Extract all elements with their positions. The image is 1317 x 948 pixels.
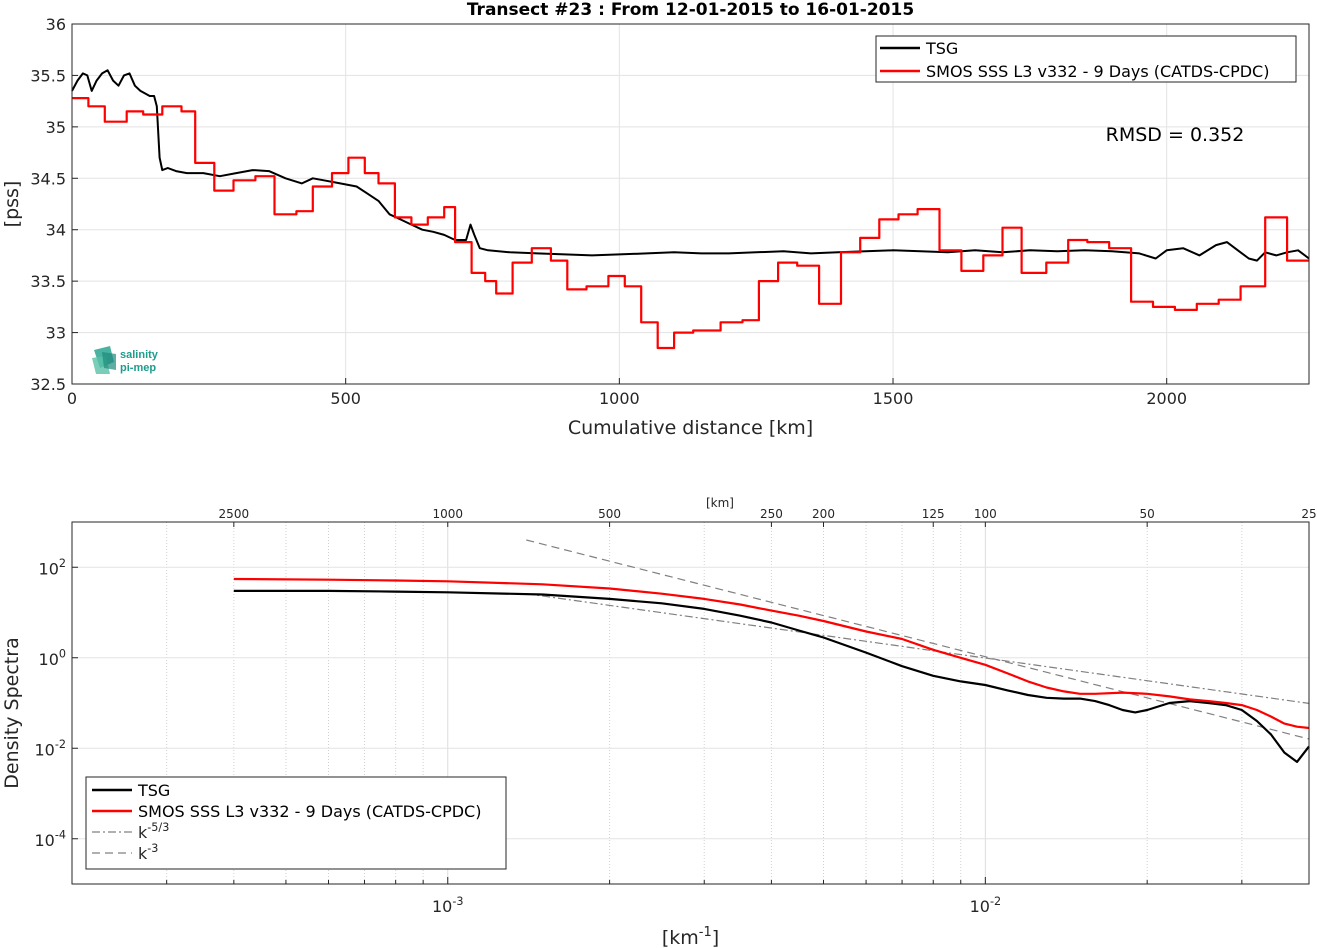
y-tick-label: 34: [46, 221, 66, 240]
y-tick-label: 35: [46, 118, 66, 137]
top-tick-label: 200: [812, 507, 835, 521]
rmsd-annotation: RMSD = 0.352: [1106, 124, 1245, 146]
x-tick-label: 500: [330, 389, 361, 408]
axes-box: [71, 23, 1310, 385]
legend: TSG SMOS SSS L3 v332 - 9 Days (CATDS-CPDC…: [875, 35, 1297, 83]
legend-label: SMOS SSS L3 v332 - 9 Days (CATDS-CPDC): [138, 802, 481, 821]
x-axis-label: Cumulative distance [km]: [568, 417, 813, 439]
x-tick-label: 10-2: [970, 895, 1002, 916]
x-tick-label: 10-3: [432, 895, 464, 916]
series-line-tsg: [71, 69, 1310, 262]
logo-line1: salinity: [120, 349, 159, 361]
y-tick-label: 35.5: [30, 66, 66, 85]
logo-line2: pi-mep: [120, 362, 156, 374]
top-tick-label: 125: [922, 507, 945, 521]
spectrum-smos: [233, 577, 1310, 730]
spectrum-tsg: [233, 589, 1310, 763]
series-line-smos: [72, 97, 1309, 350]
y-tick-label: 33: [46, 324, 66, 343]
y-tick-label: 10-2: [34, 738, 66, 759]
logo-mark: salinity pi-mep: [92, 346, 159, 374]
transect-axes: 0 500 1000 1500 2000 32.5 33 33.5 34 34.5 35 35.5 36…: [1, 0, 1310, 439]
legend-label: TSG: [137, 781, 170, 800]
top-tick-label: 2500: [219, 507, 250, 521]
x-axis-label: [km-1]: [662, 925, 719, 948]
top-tick-label: 500: [598, 507, 621, 521]
x-tick-label: 1500: [873, 389, 914, 408]
top-tick-label: 100: [974, 507, 997, 521]
reference-k-5-3: [526, 593, 1310, 704]
spectra-axes: 10-4 100 102 10-2 10-3 10-2 2500 1000 500 250 200 1…: [1, 496, 1317, 948]
legend-label: TSG: [925, 39, 958, 58]
legend: TSG SMOS SSS L3 v332 - 9 Days (CATDS-CPDC…: [85, 776, 507, 870]
legend-box: [85, 776, 507, 870]
top-tick-label: 1000: [432, 507, 463, 521]
y-tick-label: 36: [46, 15, 66, 34]
legend-label: k-3: [138, 842, 158, 863]
axes-box: [71, 521, 1310, 885]
top-tick-label: 250: [760, 507, 783, 521]
reference-k-3: [526, 539, 1310, 740]
x-tick-label: 0: [67, 389, 77, 408]
y-tick-label: 102: [39, 557, 66, 578]
y-tick-label: 100: [39, 648, 66, 669]
y-tick-label: 34.5: [30, 169, 66, 188]
legend-label: k-5/3: [138, 821, 169, 842]
x-tick-label: 1000: [599, 389, 640, 408]
y-tick-label: 33.5: [30, 272, 66, 291]
top-tick-label: 25: [1301, 507, 1316, 521]
y-axis-label: [pss]: [1, 181, 23, 228]
x-tick-label: 2000: [1146, 389, 1187, 408]
salinity-pi-mep-logo: salinity pi-mep: [92, 346, 182, 376]
legend-label: SMOS SSS L3 v332 - 9 Days (CATDS-CPDC): [926, 62, 1269, 81]
y-tick-label: 32.5: [30, 375, 66, 394]
top-axis-label: [km]: [706, 496, 734, 510]
y-axis-label: Density Spectra: [1, 637, 23, 788]
plot-area: [72, 24, 1309, 384]
top-tick-label: 50: [1140, 507, 1155, 521]
y-tick-label: 10-4: [34, 829, 66, 850]
legend-box: [875, 35, 1297, 83]
chart-title: Transect #23 : From 12-01-2015 to 16-01-…: [467, 0, 914, 20]
